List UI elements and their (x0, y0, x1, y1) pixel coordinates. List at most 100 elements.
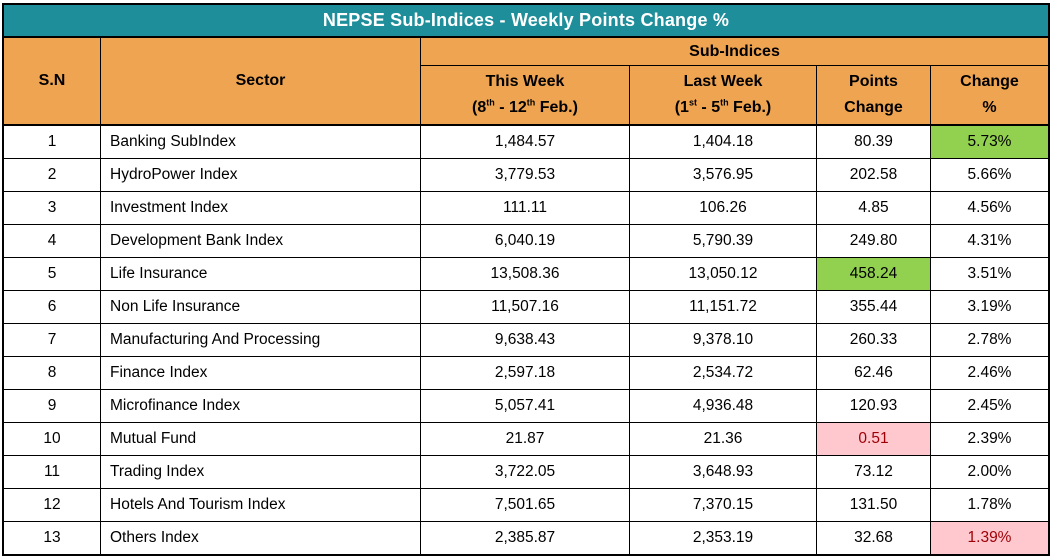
table-body: 1 Banking SubIndex 1,484.57 1,404.18 80.39 5.… (4, 126, 1048, 554)
table-row: 13 Others Index 2,385.87 2,353.19 32.68 1.39% (4, 522, 1048, 554)
cell-sn: 1 (4, 126, 101, 158)
cell-sector: Hotels And Tourism Index (101, 489, 421, 521)
cell-change-pct: 4.56% (967, 199, 1012, 216)
cell-last-week: 3,576.95 (630, 159, 817, 191)
cell-sn: 11 (4, 456, 101, 488)
cell-change-pct: 5.66% (967, 166, 1012, 183)
cell-last-week: 106.26 (630, 192, 817, 224)
cell-this-week: 7,501.65 (421, 489, 630, 521)
cell-this-week: 111.11 (421, 192, 630, 224)
table-row: 7 Manufacturing And Processing 9,638.43 9,3… (4, 324, 1048, 357)
header-sn: S.N (4, 38, 101, 124)
cell-this-week: 3,779.53 (421, 159, 630, 191)
cell-points-change: 4.85 (817, 192, 931, 224)
cell-last-week: 21.36 (630, 423, 817, 455)
header-change-pct: Change % (960, 73, 1019, 116)
cell-sn: 9 (4, 390, 101, 422)
cell-points-change: 458.24 (817, 258, 931, 290)
table-row: 10 Mutual Fund 21.87 21.36 0.51 2.39% (4, 423, 1048, 456)
cell-last-week: 3,648.93 (630, 456, 817, 488)
cell-sector: Non Life Insurance (101, 291, 421, 323)
cell-points-change: 80.39 (817, 126, 931, 158)
cell-this-week: 3,722.05 (421, 456, 630, 488)
cell-sn: 2 (4, 159, 101, 191)
cell-change-pct: 5.73% (931, 126, 1048, 158)
cell-points-change: 131.50 (817, 489, 931, 521)
cell-sector: Microfinance Index (101, 390, 421, 422)
cell-sector: Mutual Fund (101, 423, 421, 455)
cell-change-pct: 3.19% (967, 298, 1012, 315)
cell-sector: HydroPower Index (101, 159, 421, 191)
cell-last-week: 11,151.72 (630, 291, 817, 323)
cell-change-pct: 2.45% (967, 397, 1012, 414)
cell-this-week: 9,638.43 (421, 324, 630, 356)
cell-sn: 8 (4, 357, 101, 389)
table-row: 11 Trading Index 3,722.05 3,648.93 73.12 2.00… (4, 456, 1048, 489)
cell-points-change: 260.33 (817, 324, 931, 356)
cell-change-pct: 1.39% (931, 522, 1048, 554)
cell-sector: Manufacturing And Processing (101, 324, 421, 356)
cell-this-week: 6,040.19 (421, 225, 630, 257)
cell-points-change: 120.93 (817, 390, 931, 422)
cell-sn: 13 (4, 522, 101, 554)
header-sub-row: This Week (8th - 12th Feb.) Last Week (1… (421, 66, 1048, 124)
cell-last-week: 2,534.72 (630, 357, 817, 389)
header-last-week-label: Last Week (683, 73, 763, 91)
cell-sector: Life Insurance (101, 258, 421, 290)
table-row: 2 HydroPower Index 3,779.53 3,576.95 202.58 5… (4, 159, 1048, 192)
cell-points-change: 0.51 (817, 423, 931, 455)
cell-points-change: 202.58 (817, 159, 931, 191)
cell-this-week: 13,508.36 (421, 258, 630, 290)
table-row: 6 Non Life Insurance 11,507.16 11,151.72 355… (4, 291, 1048, 324)
header-last-week: Last Week (1st - 5th Feb.) (630, 66, 817, 124)
cell-sn: 3 (4, 192, 101, 224)
cell-sector: Trading Index (101, 456, 421, 488)
cell-sn: 7 (4, 324, 101, 356)
cell-change-pct: 4.31% (967, 232, 1012, 249)
cell-change-pct: 1.78% (967, 496, 1012, 513)
table-frame: NEPSE Sub-Indices - Weekly Points Change… (2, 3, 1050, 556)
cell-points-change: 73.12 (817, 456, 931, 488)
cell-change-pct: 2.39% (967, 430, 1012, 447)
header-sector: Sector (101, 38, 421, 124)
table-row: 12 Hotels And Tourism Index 7,501.65 7,370.… (4, 489, 1048, 522)
cell-points-change: 249.80 (817, 225, 931, 257)
cell-change-pct: 2.78% (967, 331, 1012, 348)
cell-last-week: 9,378.10 (630, 324, 817, 356)
table-row: 4 Development Bank Index 6,040.19 5,790.39 2… (4, 225, 1048, 258)
cell-sn: 6 (4, 291, 101, 323)
cell-sn: 5 (4, 258, 101, 290)
table-row: 1 Banking SubIndex 1,484.57 1,404.18 80.39 5.… (4, 126, 1048, 159)
header-last-week-period: (1st - 5th Feb.) (674, 97, 772, 116)
cell-sector: Others Index (101, 522, 421, 554)
header-points-change: Points Change (817, 66, 931, 124)
cell-this-week: 5,057.41 (421, 390, 630, 422)
header-this-week: This Week (8th - 12th Feb.) (421, 66, 630, 124)
cell-points-change: 62.46 (817, 357, 931, 389)
cell-this-week: 11,507.16 (421, 291, 630, 323)
cell-this-week: 21.87 (421, 423, 630, 455)
cell-this-week: 1,484.57 (421, 126, 630, 158)
cell-change-pct: 2.00% (967, 463, 1012, 480)
cell-sector: Banking SubIndex (101, 126, 421, 158)
header-subindices-group: Sub-Indices This Week (8th - 12th Feb.) … (421, 38, 1048, 124)
cell-sn: 12 (4, 489, 101, 521)
cell-points-change: 32.68 (817, 522, 931, 554)
table-row: 8 Finance Index 2,597.18 2,534.72 62.46 2.46% (4, 357, 1048, 390)
table-row: 3 Investment Index 111.11 106.26 4.85 4.56% (4, 192, 1048, 225)
cell-sn: 4 (4, 225, 101, 257)
header-this-week-label: This Week (485, 73, 565, 91)
header-group-label: Sub-Indices (421, 38, 1048, 66)
table-header: S.N Sector Sub-Indices This Week (8th - … (4, 38, 1048, 126)
cell-sn: 10 (4, 423, 101, 455)
cell-this-week: 2,597.18 (421, 357, 630, 389)
cell-last-week: 7,370.15 (630, 489, 817, 521)
cell-last-week: 13,050.12 (630, 258, 817, 290)
table-row: 9 Microfinance Index 5,057.41 4,936.48 120.9… (4, 390, 1048, 423)
cell-sector: Development Bank Index (101, 225, 421, 257)
table-row: 5 Life Insurance 13,508.36 13,050.12 458.24 3… (4, 258, 1048, 291)
cell-change-pct: 2.46% (967, 364, 1012, 381)
table-title: NEPSE Sub-Indices - Weekly Points Change… (4, 5, 1048, 38)
cell-last-week: 1,404.18 (630, 126, 817, 158)
cell-last-week: 5,790.39 (630, 225, 817, 257)
